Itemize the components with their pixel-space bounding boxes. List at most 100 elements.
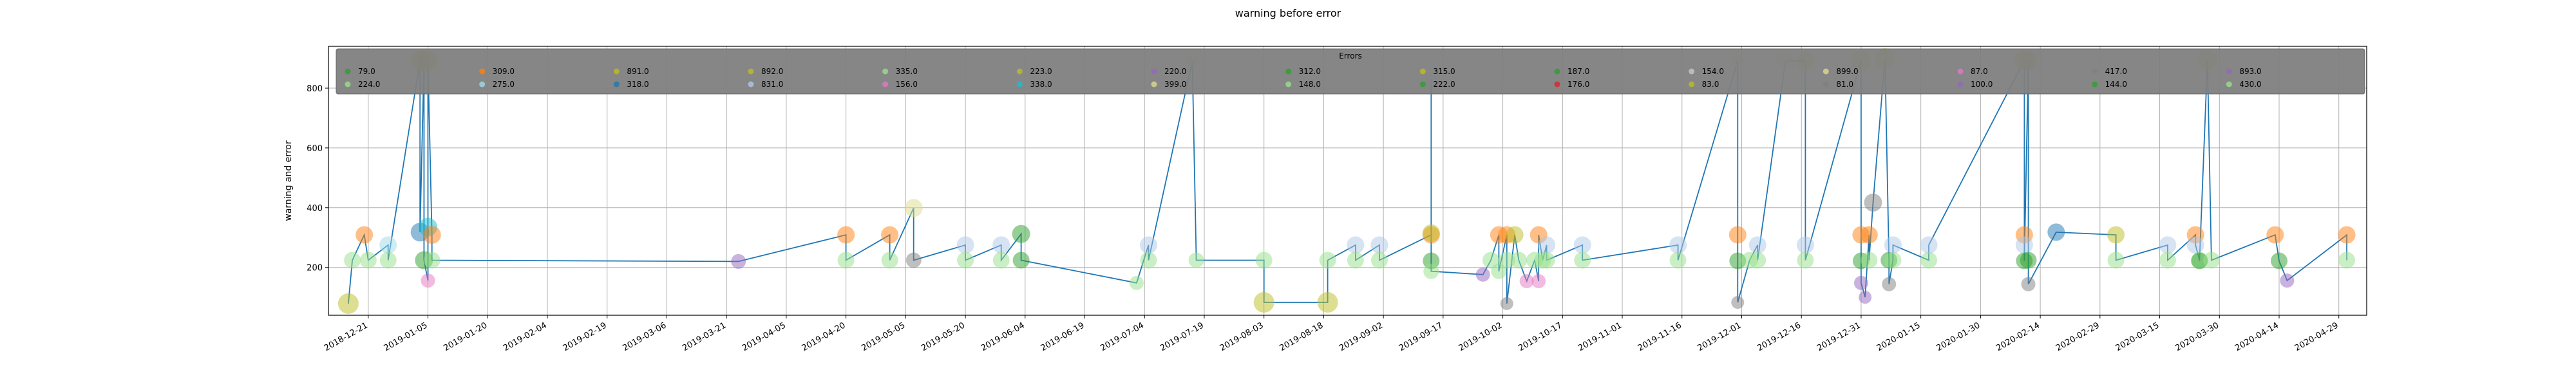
legend-label: 224.0: [358, 80, 380, 89]
legend-marker: [1823, 68, 1829, 75]
data-point: [2047, 223, 2065, 241]
legend-label: 430.0: [2239, 80, 2261, 89]
legend-marker: [1151, 68, 1157, 75]
x-tick-label: 2019-07-04: [1099, 320, 1146, 353]
legend-label: 154.0: [1702, 67, 1724, 76]
x-tick-label: 2019-10-17: [1517, 320, 1564, 353]
y-tick-label: 600: [307, 144, 323, 154]
legend-marker: [1957, 81, 1964, 87]
x-tick-label: 2019-04-05: [741, 320, 788, 353]
y-tick-label: 800: [307, 84, 323, 94]
legend-label: 81.0: [1836, 80, 1853, 89]
data-point: [1884, 236, 1902, 254]
data-point: [837, 252, 855, 269]
data-point: [2015, 236, 2033, 254]
legend-label: 891.0: [627, 67, 649, 76]
data-point: [379, 236, 397, 254]
x-tick-label: 2019-10-02: [1457, 320, 1504, 353]
plot-frame: [328, 46, 2367, 316]
x-tick-label: 2019-11-01: [1577, 320, 1624, 353]
legend-label: 144.0: [2105, 80, 2127, 89]
x-tick-label: 2019-01-20: [442, 320, 489, 353]
data-point: [1510, 252, 1528, 269]
data-point: [957, 252, 974, 269]
data-point: [837, 226, 855, 244]
x-tick-label: 2019-08-03: [1218, 320, 1265, 353]
data-point: [956, 236, 974, 254]
data-point: [423, 252, 440, 269]
legend-marker: [1151, 81, 1157, 87]
data-point: [1853, 275, 1868, 290]
x-tick-label: 2019-11-16: [1636, 320, 1683, 353]
x-tick-label: 2019-03-21: [681, 320, 728, 353]
data-point: [1669, 252, 1687, 269]
legend-marker: [479, 81, 486, 87]
x-tick-label: 2020-03-30: [2174, 320, 2221, 353]
x-tick-label: 2020-04-14: [2233, 320, 2280, 353]
series-line: [348, 58, 2347, 304]
x-tick-label: 2019-03-06: [621, 320, 668, 353]
data-point: [1729, 252, 1747, 270]
data-point: [1012, 252, 1030, 269]
legend-label: 309.0: [493, 67, 515, 76]
data-point: [1860, 226, 1878, 244]
legend-marker: [345, 81, 351, 87]
data-point: [1370, 236, 1388, 254]
data-point: [1475, 267, 1490, 282]
data-point: [2338, 252, 2356, 269]
legend-marker: [479, 68, 486, 75]
x-tick-label: 2018-12-21: [323, 320, 370, 353]
data-point: [905, 252, 922, 268]
x-tick-label: 2019-06-04: [980, 320, 1027, 353]
legend-marker: [1823, 81, 1829, 87]
legend-marker: [345, 68, 351, 75]
legend-label: 148.0: [1299, 80, 1321, 89]
data-point: [1669, 236, 1687, 254]
data-point: [1574, 252, 1591, 269]
legend-label: 892.0: [761, 67, 783, 76]
legend-marker: [1285, 68, 1292, 75]
legend-marker: [2092, 81, 2098, 87]
legend-marker: [1016, 68, 1023, 75]
data-point: [1370, 252, 1388, 269]
y-axis-label: warning and error: [283, 140, 294, 221]
data-point: [1920, 252, 1938, 269]
x-tick-label: 2019-09-17: [1397, 320, 1444, 353]
data-point: [1538, 236, 1556, 254]
data-point: [1129, 275, 1144, 290]
data-point: [1139, 236, 1157, 254]
x-tick-label: 2019-09-02: [1338, 320, 1385, 353]
data-point: [2266, 226, 2284, 244]
data-point: [344, 252, 361, 269]
data-point: [1519, 274, 1534, 289]
data-point: [2107, 226, 2125, 244]
data-point: [1731, 296, 1745, 309]
data-point: [1538, 252, 1555, 269]
data-point: [881, 252, 898, 269]
data-point: [355, 226, 374, 244]
x-tick-label: 2019-12-16: [1756, 320, 1803, 353]
data-point: [2271, 252, 2288, 270]
legend: Errors 79.0 224.0 309.0 275.0 891.0 318.0 892.0…: [336, 48, 2365, 95]
legend-marker: [1419, 81, 1426, 87]
legend-marker: [2226, 68, 2232, 75]
data-point: [1188, 252, 1204, 268]
data-point: [1255, 252, 1273, 269]
legend-label: 831.0: [761, 80, 783, 89]
data-point: [2020, 252, 2037, 269]
legend-label: 187.0: [1567, 67, 1589, 76]
legend-label: 222.0: [1433, 80, 1455, 89]
legend-marker: [1016, 81, 1023, 87]
data-point: [2159, 236, 2177, 254]
y-tick-label: 400: [307, 204, 323, 214]
x-tick-label: 2019-12-31: [1815, 320, 1862, 353]
legend-marker: [613, 81, 620, 87]
chart-title: warning before error: [1235, 7, 1341, 19]
data-point: [1500, 297, 1513, 310]
data-point: [1749, 252, 1766, 269]
legend-label: 275.0: [493, 80, 515, 89]
data-point: [1797, 252, 1814, 269]
x-tick-label: 2019-08-18: [1278, 320, 1325, 353]
legend-marker: [1957, 68, 1964, 75]
